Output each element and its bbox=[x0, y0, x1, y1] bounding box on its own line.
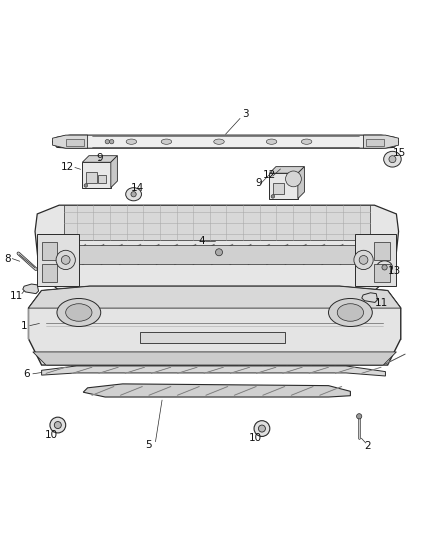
Text: 5: 5 bbox=[145, 440, 152, 450]
FancyBboxPatch shape bbox=[374, 243, 390, 260]
FancyBboxPatch shape bbox=[366, 139, 384, 147]
Ellipse shape bbox=[105, 140, 110, 144]
FancyBboxPatch shape bbox=[140, 332, 285, 343]
Text: 15: 15 bbox=[393, 149, 406, 158]
Polygon shape bbox=[28, 286, 401, 308]
Ellipse shape bbox=[126, 188, 141, 201]
Circle shape bbox=[50, 417, 66, 433]
Polygon shape bbox=[83, 384, 350, 397]
Text: 1: 1 bbox=[21, 321, 28, 330]
Text: 10: 10 bbox=[248, 433, 261, 443]
Text: 8: 8 bbox=[4, 254, 11, 264]
Text: 2: 2 bbox=[364, 441, 371, 451]
Polygon shape bbox=[269, 173, 298, 199]
Circle shape bbox=[84, 184, 88, 187]
Circle shape bbox=[254, 421, 270, 437]
FancyBboxPatch shape bbox=[42, 264, 57, 282]
Polygon shape bbox=[82, 162, 111, 188]
Polygon shape bbox=[82, 156, 117, 162]
Ellipse shape bbox=[328, 298, 372, 327]
Circle shape bbox=[131, 191, 136, 197]
Polygon shape bbox=[23, 284, 39, 294]
Ellipse shape bbox=[377, 261, 392, 274]
Text: 11: 11 bbox=[10, 291, 23, 301]
FancyBboxPatch shape bbox=[98, 174, 106, 183]
Text: 9: 9 bbox=[255, 178, 262, 188]
Ellipse shape bbox=[61, 255, 70, 264]
Ellipse shape bbox=[110, 140, 114, 144]
FancyBboxPatch shape bbox=[86, 172, 97, 183]
Polygon shape bbox=[42, 366, 385, 376]
FancyBboxPatch shape bbox=[374, 264, 390, 282]
FancyBboxPatch shape bbox=[42, 243, 57, 260]
Text: 14: 14 bbox=[131, 183, 144, 192]
Polygon shape bbox=[64, 205, 370, 240]
Polygon shape bbox=[355, 233, 396, 286]
Ellipse shape bbox=[301, 139, 312, 144]
Text: 3: 3 bbox=[242, 109, 249, 119]
Text: 11: 11 bbox=[374, 298, 388, 308]
Ellipse shape bbox=[215, 249, 223, 256]
Text: 9: 9 bbox=[96, 153, 103, 163]
Ellipse shape bbox=[126, 139, 137, 144]
Circle shape bbox=[271, 195, 275, 198]
Polygon shape bbox=[37, 233, 79, 286]
Ellipse shape bbox=[57, 298, 101, 327]
Text: 4: 4 bbox=[198, 236, 205, 246]
Polygon shape bbox=[35, 205, 399, 290]
Circle shape bbox=[389, 156, 396, 163]
Polygon shape bbox=[28, 286, 401, 365]
Text: 12: 12 bbox=[60, 161, 74, 172]
Text: 12: 12 bbox=[263, 171, 276, 180]
Polygon shape bbox=[362, 293, 378, 302]
Ellipse shape bbox=[286, 171, 301, 187]
Text: 6: 6 bbox=[23, 369, 30, 379]
Polygon shape bbox=[364, 135, 399, 148]
Text: 13: 13 bbox=[388, 266, 401, 276]
Polygon shape bbox=[111, 156, 117, 188]
FancyBboxPatch shape bbox=[273, 183, 284, 194]
Ellipse shape bbox=[354, 251, 373, 270]
Circle shape bbox=[54, 422, 61, 429]
Ellipse shape bbox=[337, 304, 364, 321]
Ellipse shape bbox=[161, 139, 172, 144]
Ellipse shape bbox=[56, 251, 75, 270]
Circle shape bbox=[357, 414, 362, 419]
FancyBboxPatch shape bbox=[66, 139, 84, 147]
Ellipse shape bbox=[266, 139, 277, 144]
Ellipse shape bbox=[214, 139, 224, 144]
Circle shape bbox=[382, 265, 387, 270]
Polygon shape bbox=[68, 245, 366, 264]
Ellipse shape bbox=[66, 304, 92, 321]
Ellipse shape bbox=[384, 151, 401, 167]
Polygon shape bbox=[298, 167, 304, 199]
Polygon shape bbox=[53, 135, 88, 148]
Polygon shape bbox=[33, 352, 396, 365]
Circle shape bbox=[258, 425, 265, 432]
Polygon shape bbox=[53, 135, 399, 148]
Text: 10: 10 bbox=[45, 430, 58, 440]
Ellipse shape bbox=[359, 255, 368, 264]
Polygon shape bbox=[269, 167, 304, 173]
